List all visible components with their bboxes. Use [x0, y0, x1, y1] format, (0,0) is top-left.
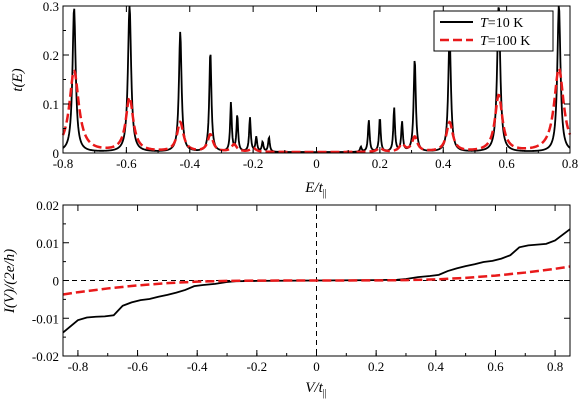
current-curves: [62, 205, 571, 356]
current-panel: -0.8 -0.6 -0.4 -0.2 0 0.2 0.4 0.6 0.8 -0.02 -0.01 0…: [2, 198, 571, 399]
legend: T=10 K T=100 K: [433, 10, 554, 52]
y-tick-label: 0.02: [36, 198, 59, 213]
x-tick-label: -0.6: [116, 156, 137, 171]
x-tick-label: 0: [313, 156, 320, 171]
y-tick-label: 0.01: [36, 236, 59, 251]
x-tick-label: -0.8: [68, 359, 89, 374]
y-tick-label: 0.2: [43, 48, 59, 63]
current-ticks: -0.8 -0.6 -0.4 -0.2 0 0.2 0.4 0.6 0.8 -0.02 -0.01 0…: [32, 198, 570, 374]
x-tick-label: 0.8: [562, 156, 578, 171]
y-tick-label: 0: [53, 146, 60, 161]
transmission-ticks: -0.8 -0.6 -0.4 -0.2 0 0.2 0.4 0.6 0.8 0 0.1 0.2 0.3: [43, 0, 578, 171]
legend-box: [433, 10, 554, 52]
y-tick-label: -0.02: [32, 349, 59, 364]
transmission-line-t100: [61, 66, 572, 154]
x-tick-label: -0.4: [187, 359, 208, 374]
x-tick-label: 0.6: [487, 359, 504, 374]
x-tick-label: 0.4: [428, 359, 445, 374]
legend-label-t10: T=10 K: [480, 16, 523, 31]
x-tick-label: -0.2: [243, 156, 264, 171]
transmission-ylabel: t(E): [10, 68, 26, 91]
current-line-t100: [62, 265, 571, 296]
x-tick-label: 0.8: [547, 359, 563, 374]
x-tick-label: 0.2: [372, 156, 388, 171]
x-tick-label: -0.8: [53, 156, 74, 171]
x-tick-label: 0: [313, 359, 320, 374]
y-tick-label: 0.3: [43, 0, 59, 14]
x-tick-label: -0.4: [179, 156, 200, 171]
current-ylabel: I(V)/(2e/h): [2, 249, 18, 314]
x-tick-label: -0.2: [247, 359, 268, 374]
transmission-panel: -0.8 -0.6 -0.4 -0.2 0 0.2 0.4 0.6 0.800.10.20.3 …: [10, 0, 578, 199]
transmission-xlabel: E/t||: [304, 180, 327, 199]
legend-label-t100: T=100 K: [480, 34, 530, 49]
y-tick-label: -0.01: [32, 311, 59, 326]
y-tick-label: 0.1: [43, 97, 59, 112]
x-tick-label: 0.6: [499, 156, 516, 171]
current-xlabel: V/t||: [305, 380, 327, 399]
x-tick-label: 0.2: [368, 359, 384, 374]
y-tick-label: 0: [53, 274, 60, 289]
x-tick-label: 0.4: [435, 156, 452, 171]
x-tick-label: -0.6: [127, 359, 148, 374]
